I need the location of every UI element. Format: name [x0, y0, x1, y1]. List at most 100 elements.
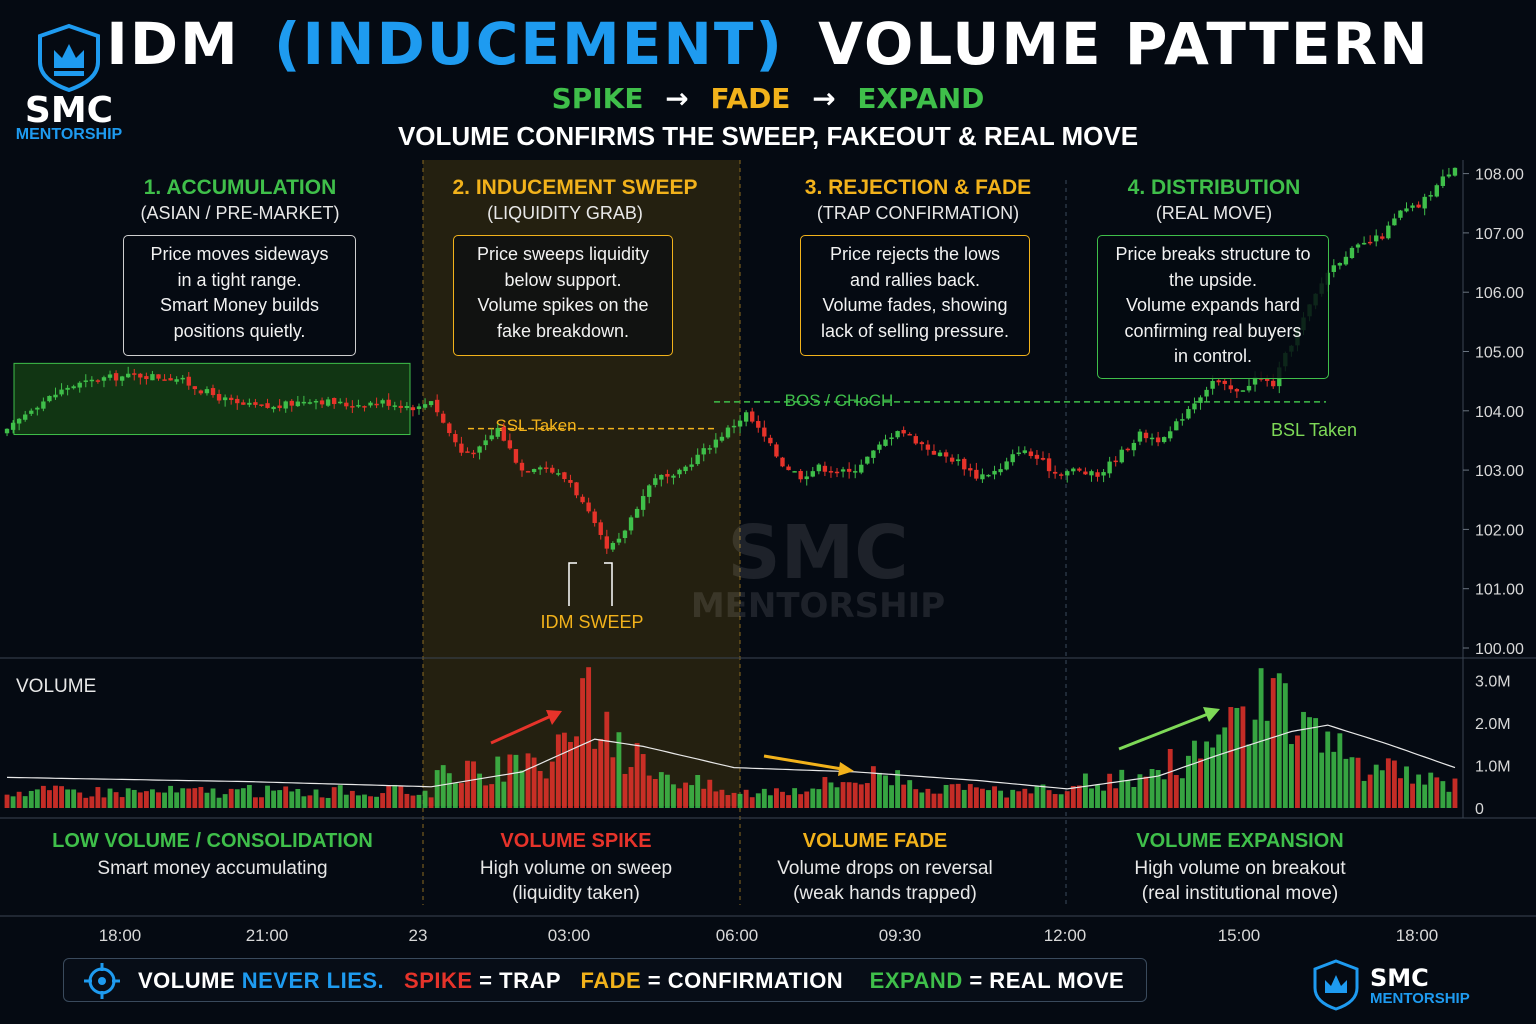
- y-tick-label: 101.00: [1475, 582, 1524, 599]
- candle: [647, 485, 652, 497]
- candle: [265, 403, 270, 408]
- candle: [1058, 474, 1064, 476]
- volume-bar: [137, 792, 143, 808]
- volume-bar: [277, 790, 283, 808]
- volume-bar: [889, 785, 894, 808]
- candle: [471, 452, 476, 455]
- volume-bar: [1367, 774, 1373, 808]
- candle: [271, 406, 276, 410]
- volume-bar: [1379, 770, 1385, 808]
- volume-bar: [192, 788, 198, 808]
- volume-bar: [265, 785, 270, 808]
- candle: [1380, 236, 1385, 239]
- volume-bar: [1264, 720, 1270, 808]
- volume-bar: [961, 789, 967, 808]
- volume-phase-2-line-1: High volume on sweep: [479, 858, 673, 879]
- volume-bar: [1076, 785, 1082, 808]
- volume-bar: [604, 711, 610, 808]
- watermark-name: SMC: [727, 510, 908, 596]
- volume-bar: [664, 774, 670, 808]
- candle: [550, 467, 555, 473]
- candle: [1428, 195, 1433, 197]
- flow-arrow-2: →: [812, 82, 836, 115]
- candle: [859, 464, 864, 473]
- volume-bar: [780, 791, 785, 808]
- candle: [1083, 471, 1088, 475]
- x-tick-label: 23: [408, 926, 428, 945]
- volume-bar: [495, 756, 501, 808]
- candle: [889, 437, 894, 439]
- volume-bar: [1391, 760, 1397, 808]
- volume-bar: [864, 783, 870, 808]
- candle: [89, 379, 95, 382]
- volume-bar: [992, 786, 997, 808]
- volume-bar: [749, 797, 755, 808]
- volume-bar: [440, 765, 446, 808]
- volume-bar: [101, 797, 107, 808]
- x-tick-label: 15:00: [1217, 926, 1261, 945]
- candle: [1271, 380, 1276, 387]
- candle: [865, 456, 870, 464]
- volume-bar: [1246, 744, 1252, 808]
- volume-bar: [174, 792, 180, 808]
- candle: [1367, 241, 1373, 244]
- candle: [1046, 458, 1052, 472]
- candle: [640, 496, 646, 510]
- candle: [665, 474, 670, 477]
- volume-bar: [798, 794, 804, 808]
- candle: [743, 412, 749, 422]
- phase-3-note-line: Volume fades, showing: [822, 295, 1008, 315]
- candle: [531, 469, 537, 473]
- candle: [35, 407, 40, 410]
- volume-bar: [1185, 755, 1191, 808]
- candle: [998, 469, 1003, 473]
- candle: [622, 530, 628, 539]
- candle: [968, 468, 973, 471]
- volume-phase-3-title: VOLUME FADE: [802, 830, 948, 852]
- volume-bar: [658, 772, 664, 808]
- candle: [719, 436, 725, 441]
- volume-bar: [622, 773, 628, 808]
- volume-bar: [1204, 741, 1210, 808]
- volume-bar: [846, 782, 852, 808]
- x-tick-label: 12:00: [1043, 926, 1087, 945]
- volume-bar: [77, 792, 83, 808]
- volume-bar: [616, 732, 622, 808]
- volume-bar: [1234, 707, 1240, 808]
- volume-bar: [883, 775, 888, 808]
- volume-bar: [919, 792, 925, 808]
- footer-confirmation: = CONFIRMATION: [647, 968, 844, 993]
- candle: [1155, 437, 1161, 443]
- candle: [501, 426, 506, 441]
- volume-bar: [1216, 734, 1222, 808]
- candle: [1022, 450, 1028, 453]
- volume-bar: [1288, 744, 1294, 808]
- candle: [386, 399, 391, 406]
- candle: [150, 374, 155, 381]
- candle: [992, 470, 997, 475]
- phase-2-subtitle: (LIQUIDITY GRAB): [487, 203, 643, 223]
- volume-bar: [555, 734, 561, 808]
- phase-1-note-line: positions quietly.: [173, 320, 306, 341]
- candle: [289, 400, 294, 406]
- volume-bar: [1131, 786, 1137, 808]
- candle: [101, 377, 107, 381]
- candle: [259, 404, 264, 406]
- bsl-taken-label: BSL Taken: [1271, 420, 1357, 440]
- candle: [1349, 247, 1355, 259]
- candle: [1252, 377, 1258, 385]
- volume-bar: [792, 788, 798, 808]
- candle: [422, 404, 428, 408]
- volume-bar: [1095, 785, 1100, 808]
- phase-3-note: Price rejects the lows and rallies back.…: [800, 235, 1030, 356]
- volume-bar: [767, 795, 773, 808]
- crown-shield-icon: [38, 23, 100, 92]
- price-axis-ticks: 100.00 101.00 102.00 103.00 104.00 105.00 106.…: [1463, 167, 1524, 658]
- volume-bar: [343, 794, 349, 808]
- volume-bar: [410, 795, 416, 808]
- candle: [71, 386, 76, 389]
- volume-bar: [1404, 766, 1409, 808]
- candle: [610, 542, 616, 550]
- candle: [41, 401, 46, 409]
- volume-bar: [1064, 791, 1070, 808]
